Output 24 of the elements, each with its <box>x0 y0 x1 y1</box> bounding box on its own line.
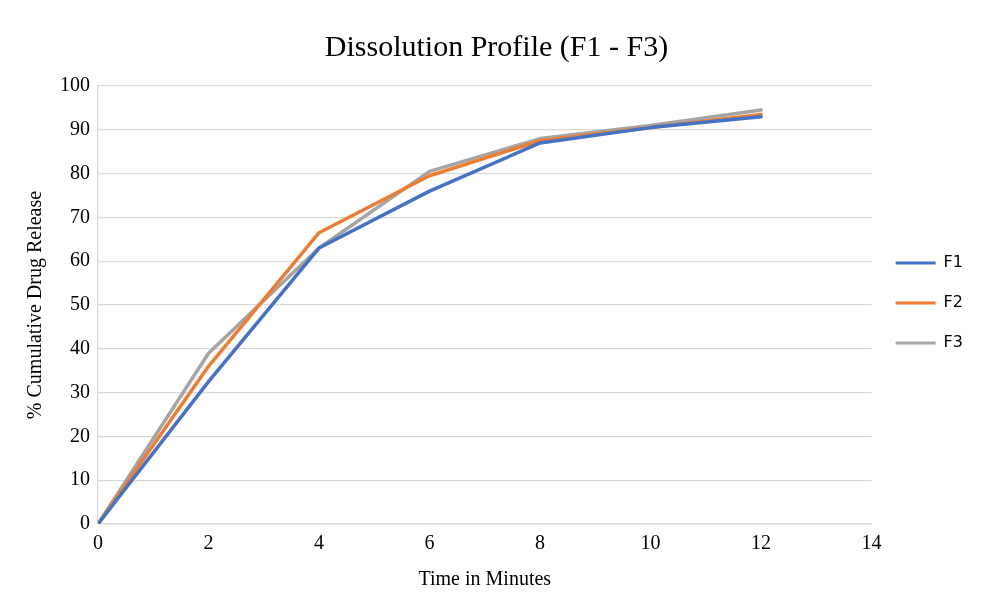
x-tick-label: 10 <box>640 531 661 554</box>
y-axis-title: % Cumulative Drug Release <box>23 190 47 420</box>
y-tick-label: 70 <box>70 204 90 227</box>
y-tick-label: 60 <box>70 248 90 271</box>
legend-label: F2 <box>943 292 964 312</box>
x-tick-label: 8 <box>535 531 546 554</box>
y-tick-label: 30 <box>70 379 90 402</box>
y-tick-label: 50 <box>70 292 90 315</box>
y-tick-label: 20 <box>70 423 90 446</box>
y-tick-label: 90 <box>70 117 90 140</box>
x-tick-label: 14 <box>861 531 882 554</box>
legend-label: F3 <box>943 332 964 352</box>
x-tick-label: 12 <box>751 531 772 554</box>
y-tick-label: 0 <box>80 511 90 534</box>
x-tick-label: 2 <box>203 531 214 554</box>
y-tick-label: 40 <box>70 336 90 359</box>
x-axis-title: Time in Minutes <box>418 567 552 590</box>
y-tick-label: 10 <box>70 467 90 490</box>
legend-label: F1 <box>943 252 964 272</box>
y-tick-label: 100 <box>60 73 90 96</box>
chart-title: Dissolution Profile (F1 - F3) <box>324 28 669 63</box>
y-tick-label: 80 <box>70 160 90 183</box>
x-tick-label: 6 <box>424 531 435 554</box>
x-tick-label: 4 <box>314 531 325 554</box>
